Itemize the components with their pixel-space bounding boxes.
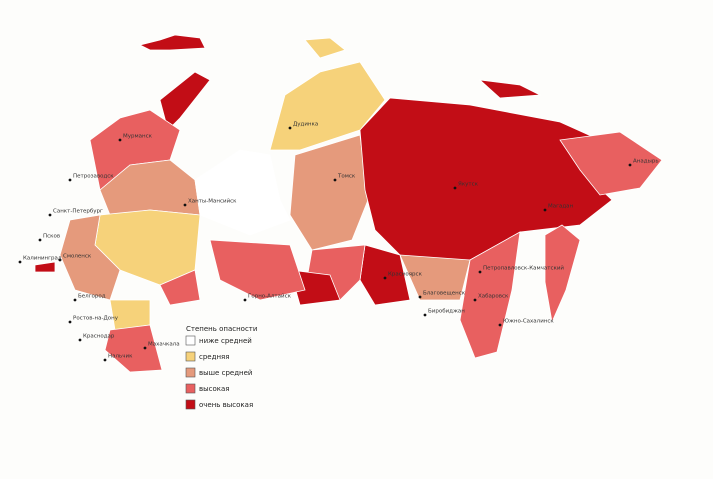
city-label: Петрозаводск <box>73 174 114 180</box>
city-dot <box>58 258 62 262</box>
city-dot <box>333 178 337 182</box>
legend-swatch <box>185 351 196 362</box>
legend-label: высокая <box>199 385 230 393</box>
city-dot <box>543 208 547 212</box>
legend-swatch <box>185 399 196 410</box>
city-dot <box>78 338 82 342</box>
city-dot <box>423 313 427 317</box>
city-dot <box>48 213 52 217</box>
legend: Степень опасности ниже средней средняя выш… <box>185 325 257 410</box>
city-label: Дудинка <box>293 122 318 128</box>
city-dot <box>68 320 72 324</box>
city-label: Горно-Алтайск <box>248 293 292 300</box>
city-dot <box>18 260 22 264</box>
city-dot <box>183 203 187 207</box>
legend-label: выше средней <box>199 369 252 377</box>
city-label: Нальчик <box>108 354 133 360</box>
city-dot <box>73 298 77 302</box>
legend-label: средняя <box>199 353 229 361</box>
legend-swatch <box>185 383 196 394</box>
city-label: Анадырь <box>633 159 659 165</box>
city-dot <box>103 358 107 362</box>
city-dot <box>628 163 632 167</box>
cities: Мурманск Петрозаводск Санкт-Петербург Псков… <box>18 122 659 362</box>
city-label: Магадан <box>548 204 574 210</box>
city-dot <box>473 298 477 302</box>
city-dot <box>243 298 247 302</box>
legend-title: Степень опасности <box>186 325 257 333</box>
city-label: Петропавловск-Камчатский <box>483 265 564 272</box>
city-label: Томск <box>337 174 356 180</box>
regions <box>34 34 663 373</box>
city-label: Красноярск <box>388 272 423 278</box>
city-dot <box>453 186 457 190</box>
legend-label: очень высокая <box>199 401 253 409</box>
city-dot <box>68 178 72 182</box>
city-dot <box>143 346 147 350</box>
legend-label: ниже средней <box>199 337 252 345</box>
city-label: Краснодар <box>83 334 115 340</box>
city-dot <box>383 276 387 280</box>
city-label: Санкт-Петербург <box>53 209 103 215</box>
city-label: Мурманск <box>123 134 153 140</box>
city-label: Смоленск <box>63 254 92 260</box>
city-dot <box>118 138 122 142</box>
city-label: Ростов-на-Дону <box>73 316 119 322</box>
city-dot <box>418 295 422 299</box>
legend-swatch <box>185 335 196 346</box>
city-label: Биробиджан <box>428 309 465 315</box>
city-dot <box>478 270 482 274</box>
city-label: Южно-Сахалинск <box>503 319 554 325</box>
city-label: Белгород <box>78 294 106 300</box>
legend-swatch <box>185 367 196 378</box>
city-label: Калининград <box>23 256 62 262</box>
city-dot <box>288 126 292 130</box>
city-label: Ханты-Мансийск <box>188 198 237 205</box>
city-label: Хабаровск <box>478 294 509 300</box>
city-label: Якутск <box>458 182 479 188</box>
city-label: Махачкала <box>148 342 180 348</box>
city-label: Псков <box>43 234 60 240</box>
city-label: Благовещенск <box>423 291 466 297</box>
city-dot <box>498 323 502 327</box>
city-dot <box>38 238 42 242</box>
